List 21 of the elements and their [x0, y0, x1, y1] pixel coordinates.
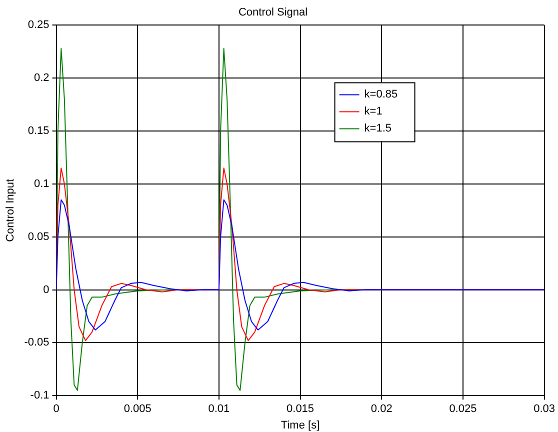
- legend-label: k=0.85: [364, 88, 398, 101]
- x-tick-label: 0.02: [370, 403, 392, 416]
- chart-title: Control Signal: [238, 6, 308, 19]
- x-axis-title: Time [s]: [280, 419, 320, 432]
- y-tick-label: 0: [43, 284, 50, 296]
- y-tick-label: 0.15: [28, 125, 50, 138]
- x-tick-label: 0.025: [449, 403, 477, 416]
- y-tick-label: 0.2: [34, 72, 50, 84]
- x-tick-label: 0.01: [208, 403, 230, 416]
- legend-label: k=1: [364, 106, 382, 118]
- y-tick-label: -0.05: [24, 336, 50, 349]
- x-tick-label: 0.015: [286, 403, 314, 416]
- x-tick-label: 0.03: [534, 403, 556, 416]
- y-tick-label: -0.1: [30, 390, 50, 402]
- y-tick-label: 0.25: [28, 19, 50, 32]
- y-axis-title: Control Input: [4, 178, 17, 242]
- x-tick-label: 0.005: [124, 403, 152, 416]
- y-tick-label: 0.1: [34, 178, 50, 190]
- y-tick-label: 0.05: [28, 230, 50, 243]
- legend-label: k=1.5: [364, 122, 392, 135]
- x-tick-label: 0: [53, 403, 60, 416]
